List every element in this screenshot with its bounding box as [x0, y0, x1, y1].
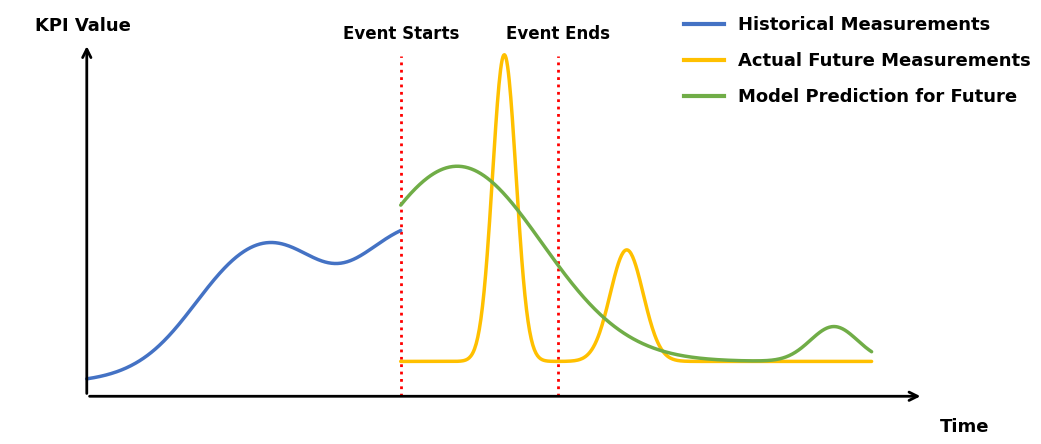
Legend: Historical Measurements, Actual Future Measurements, Model Prediction for Future: Historical Measurements, Actual Future M…	[677, 9, 1038, 113]
Text: Event Starts: Event Starts	[342, 25, 459, 44]
Text: KPI Value: KPI Value	[35, 17, 131, 35]
Text: Event Ends: Event Ends	[506, 25, 610, 44]
Text: Time: Time	[940, 418, 989, 436]
